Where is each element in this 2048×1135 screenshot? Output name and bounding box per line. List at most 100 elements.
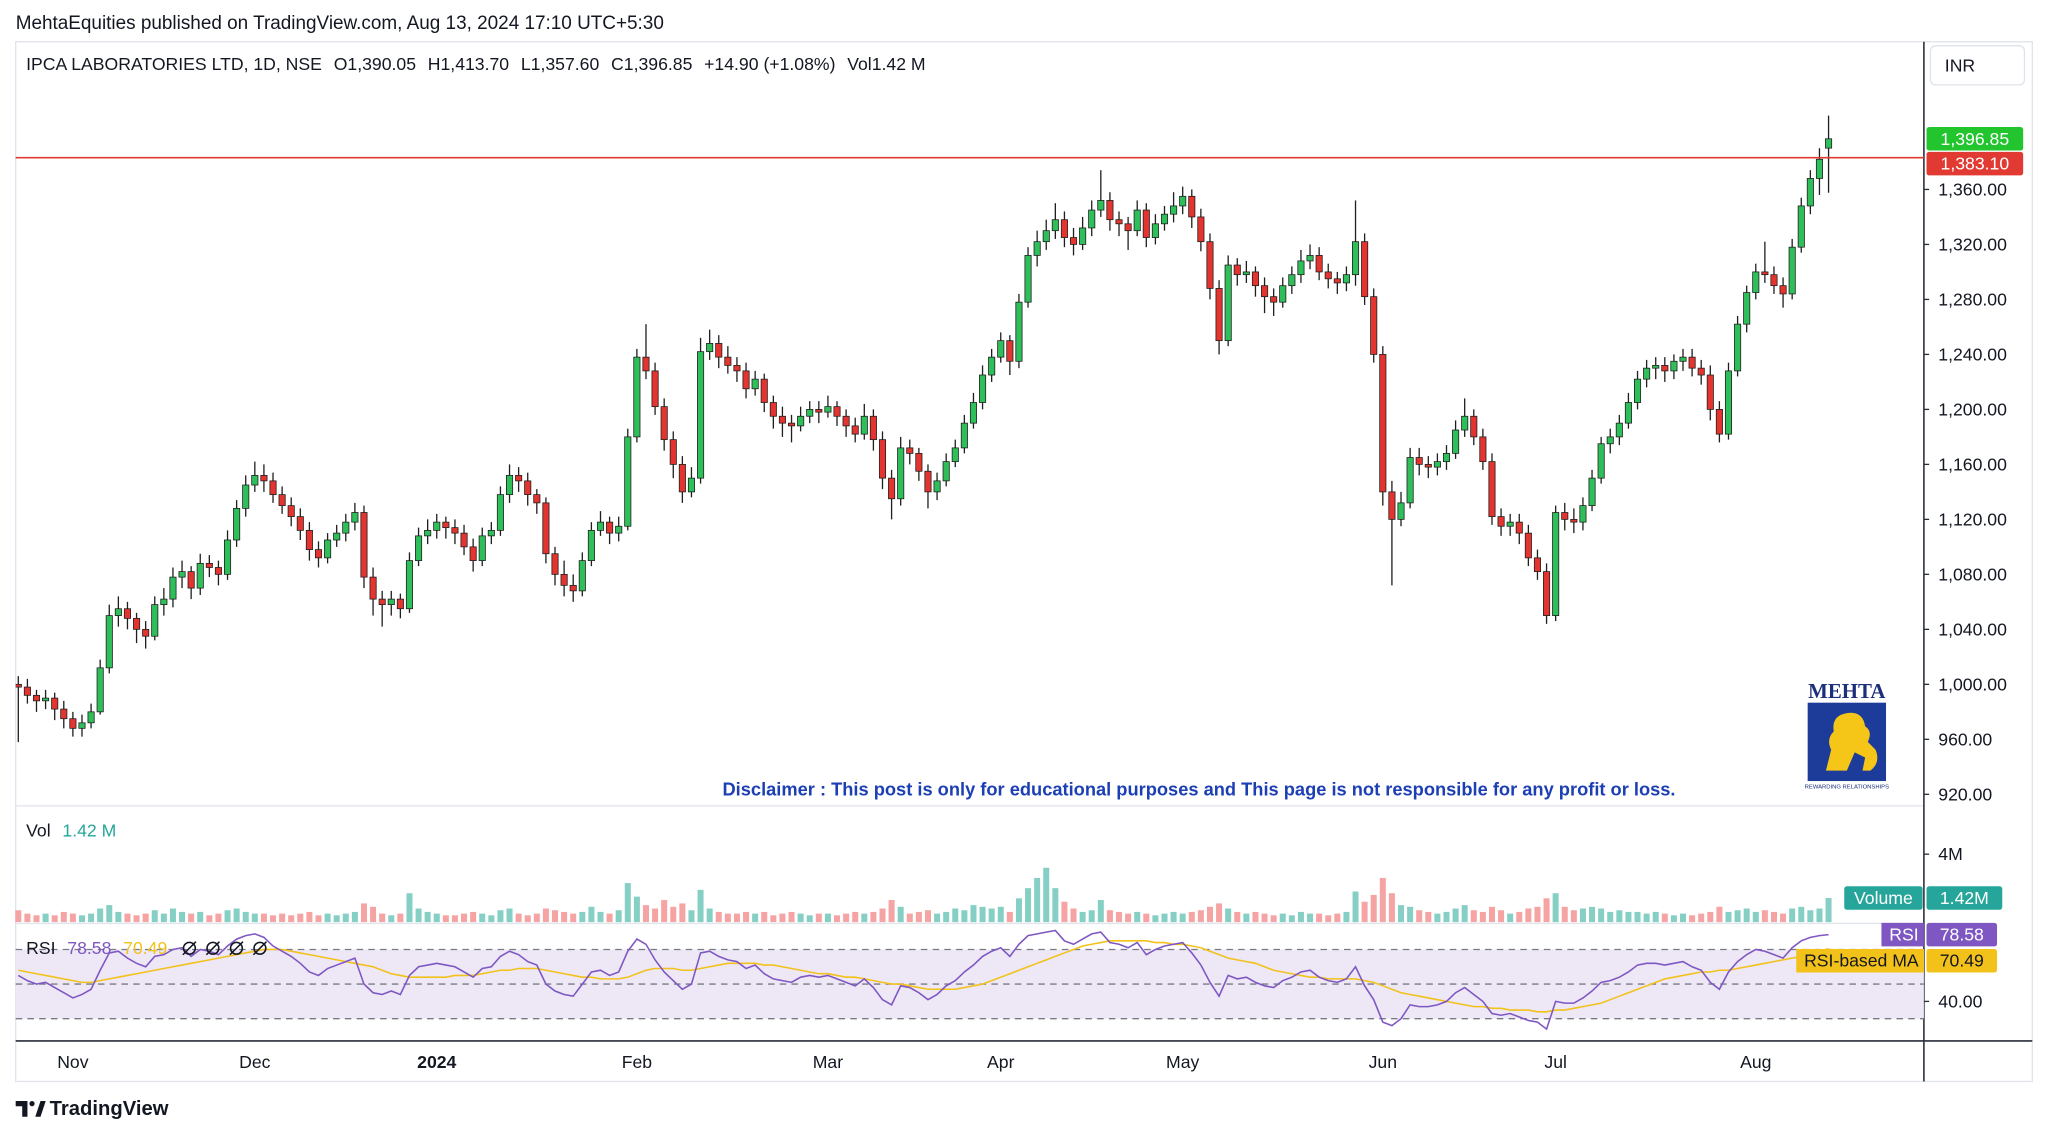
volume-bar bbox=[570, 913, 577, 923]
volume-bar bbox=[69, 913, 76, 923]
footer-icon bbox=[29, 1101, 35, 1107]
candle-body bbox=[1242, 271, 1250, 276]
candle-body bbox=[378, 598, 386, 605]
candle-body bbox=[997, 340, 1005, 358]
volume-bar bbox=[1634, 911, 1641, 923]
candle-body bbox=[524, 480, 532, 496]
volume-bar bbox=[970, 905, 977, 923]
candle-body bbox=[178, 571, 186, 578]
candle-body bbox=[1088, 209, 1096, 229]
volume-bar bbox=[1716, 906, 1723, 923]
footer-brand: TradingView bbox=[50, 1098, 169, 1120]
candle-body bbox=[233, 507, 241, 541]
volume-bar bbox=[133, 915, 140, 923]
candle-body bbox=[160, 598, 168, 605]
candle-body bbox=[1397, 502, 1405, 520]
candle-body bbox=[1561, 512, 1569, 520]
volume-bar bbox=[761, 911, 768, 923]
volume-bar bbox=[779, 913, 786, 923]
candle-body bbox=[1279, 285, 1287, 303]
volume-bar bbox=[688, 910, 695, 923]
candle-body bbox=[1661, 365, 1669, 372]
volume-bar bbox=[60, 911, 67, 923]
volume-bar bbox=[897, 906, 904, 923]
volume-bar bbox=[1579, 908, 1586, 923]
candle-body bbox=[888, 477, 896, 500]
volume-bar bbox=[242, 911, 249, 923]
volume-bar bbox=[724, 913, 731, 923]
level-price-tag-box bbox=[1926, 151, 2024, 176]
candle-body bbox=[1815, 158, 1823, 179]
volume-bar bbox=[806, 915, 813, 923]
volume-bar bbox=[206, 915, 213, 923]
volume-bar bbox=[1816, 908, 1823, 923]
volume-bar bbox=[488, 915, 495, 923]
ohlc-value: 1,413.70 bbox=[441, 54, 510, 74]
candle-body bbox=[496, 494, 504, 531]
candle-body bbox=[1042, 230, 1050, 243]
candle-body bbox=[314, 549, 323, 559]
candle-body bbox=[251, 474, 259, 486]
candle-body bbox=[560, 573, 568, 586]
candle-body bbox=[15, 683, 22, 688]
candle-body bbox=[1652, 365, 1660, 369]
candle-body bbox=[1288, 274, 1296, 287]
y-tick-label: 1,120.00 bbox=[1938, 509, 2007, 529]
volume-bar bbox=[788, 911, 795, 923]
volume-bar bbox=[697, 889, 704, 923]
volume-bar bbox=[1243, 913, 1250, 923]
volume-bar bbox=[1225, 908, 1232, 923]
volume-bar bbox=[1325, 915, 1332, 923]
currency-box[interactable] bbox=[1929, 45, 2026, 86]
volume-bar bbox=[160, 913, 167, 923]
logo: MEHTA REWARDING RELATIONSHIPS bbox=[1805, 679, 1889, 791]
volume-bar bbox=[961, 910, 968, 923]
candle-body bbox=[1479, 436, 1487, 463]
candle-body bbox=[1825, 138, 1833, 149]
volume-bar bbox=[1780, 913, 1787, 923]
volume-bar bbox=[988, 908, 995, 923]
candle-body bbox=[769, 402, 777, 417]
candle-body bbox=[1724, 370, 1733, 435]
volume-bar bbox=[1097, 900, 1104, 923]
candle-body bbox=[1024, 255, 1032, 303]
volume-bar bbox=[1106, 910, 1113, 923]
candle-body bbox=[1151, 223, 1159, 238]
volume-bar bbox=[1216, 903, 1223, 923]
candle-body bbox=[1788, 246, 1796, 295]
footer-icon bbox=[15, 1101, 28, 1117]
price-plot bbox=[15, 115, 1833, 743]
volume-bar bbox=[1570, 910, 1577, 923]
candle-body bbox=[196, 562, 204, 589]
rsi-legend: RSI 78.58 70.49 bbox=[26, 938, 167, 958]
last-price-tag-box bbox=[1926, 127, 2024, 151]
volume-bar bbox=[433, 913, 440, 923]
candle-body bbox=[260, 474, 268, 482]
candle-body bbox=[242, 484, 250, 509]
volume-tag-name: Volume bbox=[1854, 888, 1913, 908]
candle-body bbox=[1470, 415, 1478, 438]
volume-bar bbox=[1270, 915, 1277, 923]
volume-bar bbox=[470, 911, 477, 923]
candle-body bbox=[569, 584, 577, 592]
volume-bar bbox=[1661, 913, 1668, 923]
candle-body bbox=[342, 521, 350, 534]
candle-body bbox=[1251, 271, 1259, 287]
volume-bar bbox=[843, 913, 850, 923]
volume-bar bbox=[1689, 915, 1696, 923]
candle-body bbox=[1142, 209, 1150, 238]
series-tag-name: RSI bbox=[1889, 925, 1918, 945]
candle-body bbox=[1688, 356, 1696, 369]
candle-body bbox=[405, 560, 413, 610]
volume-bar bbox=[979, 906, 986, 923]
rsi-line bbox=[18, 940, 1829, 1013]
hidden-input-icon bbox=[252, 941, 268, 956]
candle-body bbox=[1442, 452, 1451, 463]
volume-bar bbox=[461, 913, 468, 923]
candle-body bbox=[1706, 374, 1714, 410]
candle-body bbox=[1670, 360, 1678, 372]
hidden-input-icon bbox=[206, 941, 220, 955]
candle-body bbox=[424, 529, 432, 537]
